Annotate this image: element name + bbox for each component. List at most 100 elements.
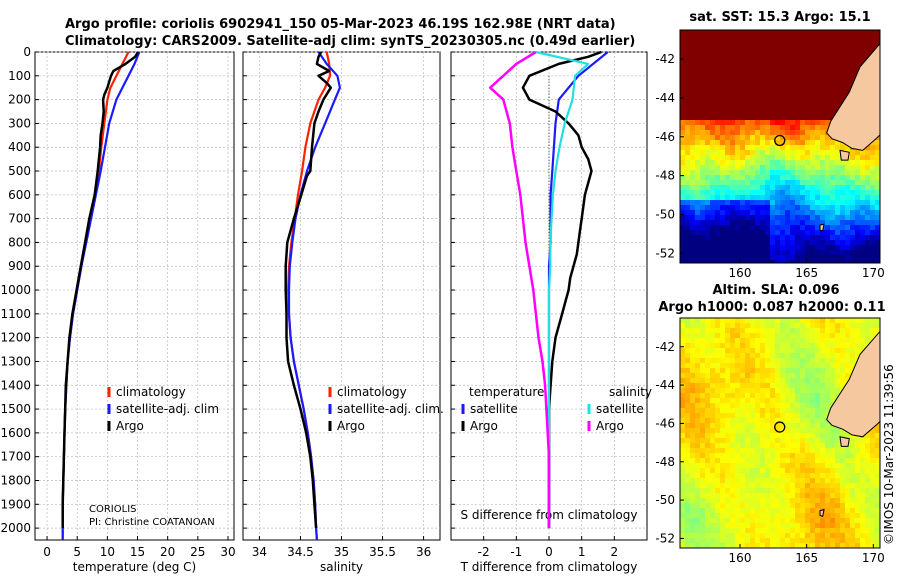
x-tick-label: 10 bbox=[100, 545, 115, 559]
argo-location-marker bbox=[774, 421, 786, 433]
depth-tick-label: 100 bbox=[8, 69, 31, 83]
credit-text: ©IMOS 10-Mar-2023 11:39:56 bbox=[882, 364, 896, 545]
depth-tick-label: 600 bbox=[8, 188, 31, 202]
depth-tick-label: 1500 bbox=[0, 402, 31, 416]
temperature-panel: 0100200300400500600700800900100011001200… bbox=[0, 45, 235, 574]
map-lat-tick-label: -42 bbox=[655, 52, 675, 66]
x-tick-label: 25 bbox=[190, 545, 205, 559]
map-lon-tick-label: 165 bbox=[795, 266, 818, 280]
x-tick-label: 36 bbox=[416, 545, 431, 559]
depth-tick-label: 400 bbox=[8, 140, 31, 154]
map-lat-tick-label: -50 bbox=[655, 207, 675, 221]
series-line-argo bbox=[61, 51, 140, 529]
legend-label: satellite-adj. clim. bbox=[337, 402, 444, 416]
series-line-salinity-argo bbox=[488, 50, 551, 529]
map-lon-tick-label: 160 bbox=[729, 551, 752, 565]
depth-tick-label: 1900 bbox=[0, 497, 31, 511]
sst-map-panel: 160 165 170 -42 -44 -46 -48 -50 -52 sat. SST: 15.… bbox=[655, 10, 884, 280]
depth-tick-label: 1000 bbox=[0, 283, 31, 297]
sst-map-field bbox=[680, 30, 880, 263]
map-title-line1: Altim. SLA: 0.096 bbox=[713, 283, 840, 298]
depth-tick-label: 2000 bbox=[0, 521, 31, 535]
x-tick-label: 34.5 bbox=[287, 545, 314, 559]
map-lon-tick-label: 165 bbox=[795, 551, 818, 565]
x-tick-label: 20 bbox=[160, 545, 175, 559]
map-lon-tick-label: 160 bbox=[729, 266, 752, 280]
map-lat-tick-label: -48 bbox=[655, 169, 675, 183]
map-lat-tick-label: -52 bbox=[655, 246, 675, 260]
legend-label: Argo bbox=[596, 419, 624, 433]
x-tick-label: 15 bbox=[130, 545, 145, 559]
x-tick-label: 0 bbox=[545, 545, 553, 559]
annotation-institution: CORIOLIS bbox=[89, 504, 137, 515]
argo-location-marker bbox=[774, 134, 786, 147]
sla-map-field bbox=[680, 318, 880, 548]
figure-title-line1: Argo profile: coriolis 6902941_150 05-Ma… bbox=[65, 17, 616, 32]
x-tick-label: 1 bbox=[578, 545, 586, 559]
x-tick-label: 35 bbox=[334, 545, 349, 559]
sst-map-frame bbox=[679, 29, 881, 264]
landmass-stewart-island bbox=[839, 436, 850, 447]
depth-tick-label: 500 bbox=[8, 164, 31, 178]
x-axis-label: T difference from climatology bbox=[460, 560, 638, 574]
map-title: sat. SST: 15.3 Argo: 15.1 bbox=[689, 10, 870, 25]
depth-tick-label: 1300 bbox=[0, 354, 31, 368]
x-tick-label: 30 bbox=[220, 545, 235, 559]
x-tick-label: 2 bbox=[611, 545, 619, 559]
depth-tick-label: 1400 bbox=[0, 378, 31, 392]
legend-label: Argo bbox=[337, 419, 365, 433]
legend-label: satellite bbox=[470, 402, 518, 416]
map-lat-tick-label: -46 bbox=[655, 416, 675, 430]
salinity-panel: 34 34.5 35 35.5 36 salinity climatology satelli… bbox=[242, 51, 444, 574]
depth-tick-label: 1200 bbox=[0, 331, 31, 345]
map-lat-tick-label: -46 bbox=[655, 130, 675, 144]
legend-label: Argo bbox=[470, 419, 498, 433]
x-axis-label: salinity bbox=[320, 560, 363, 574]
landmass-south-island bbox=[826, 330, 880, 438]
map-lat-tick-label: -48 bbox=[655, 455, 675, 469]
map-lat-tick-label: -50 bbox=[655, 493, 675, 507]
depth-tick-label: 900 bbox=[8, 259, 31, 273]
depth-tick-label: 200 bbox=[8, 93, 31, 107]
depth-tick-label: 1600 bbox=[0, 426, 31, 440]
legend-title-salinity: salinity bbox=[609, 385, 652, 399]
depth-tick-label: 700 bbox=[8, 212, 31, 226]
depth-tick-label: 300 bbox=[8, 116, 31, 130]
legend-label: satellite bbox=[596, 402, 644, 416]
map-lon-tick-label: 170 bbox=[862, 266, 885, 280]
annotation-pi: PI: Christine COATANOAN bbox=[89, 517, 215, 528]
landmass-stewart-island bbox=[839, 149, 850, 161]
legend-label: climatology bbox=[337, 385, 407, 399]
temperature-frame bbox=[34, 51, 235, 541]
landmass-auckland-islands bbox=[819, 509, 825, 518]
sla-map-frame bbox=[679, 317, 881, 549]
depth-tick-label: 1100 bbox=[0, 307, 31, 321]
depth-tick-label: 1700 bbox=[0, 450, 31, 464]
figure-title-line2: Climatology: CARS2009. Satellite-adj cli… bbox=[65, 34, 635, 49]
depth-tick-label: 0 bbox=[23, 45, 31, 59]
x-tick-label: -1 bbox=[510, 545, 522, 559]
x-tick-label: 35.5 bbox=[369, 545, 396, 559]
legend-label: Argo bbox=[116, 419, 144, 433]
legend-label: satellite-adj. clim bbox=[116, 402, 219, 416]
legend-label: climatology bbox=[116, 385, 186, 399]
map-lat-tick-label: -42 bbox=[655, 340, 675, 354]
x-tick-label: 5 bbox=[73, 545, 81, 559]
landmass-auckland-islands bbox=[819, 223, 825, 232]
series-line-argo bbox=[284, 51, 333, 529]
x-tick-label: 0 bbox=[43, 545, 51, 559]
x-tick-label: -2 bbox=[478, 545, 490, 559]
map-lat-tick-label: -52 bbox=[655, 531, 675, 545]
x-axis-label: temperature (deg C) bbox=[73, 560, 196, 574]
depth-tick-label: 800 bbox=[8, 235, 31, 249]
depth-tick-label: 1800 bbox=[0, 473, 31, 487]
map-title-line2: Argo h1000: 0.087 h2000: 0.11 bbox=[658, 300, 885, 315]
map-lon-tick-label: 170 bbox=[862, 551, 885, 565]
legend-title-temperature: temperature bbox=[469, 385, 544, 399]
sla-map-panel: 160 165 170 -42 -44 -46 -48 -50 -52 Altim. SLA: 0… bbox=[655, 283, 885, 565]
x-tick-label: 34 bbox=[252, 545, 267, 559]
map-lat-tick-label: -44 bbox=[655, 91, 675, 105]
map-lat-tick-label: -44 bbox=[655, 378, 675, 392]
